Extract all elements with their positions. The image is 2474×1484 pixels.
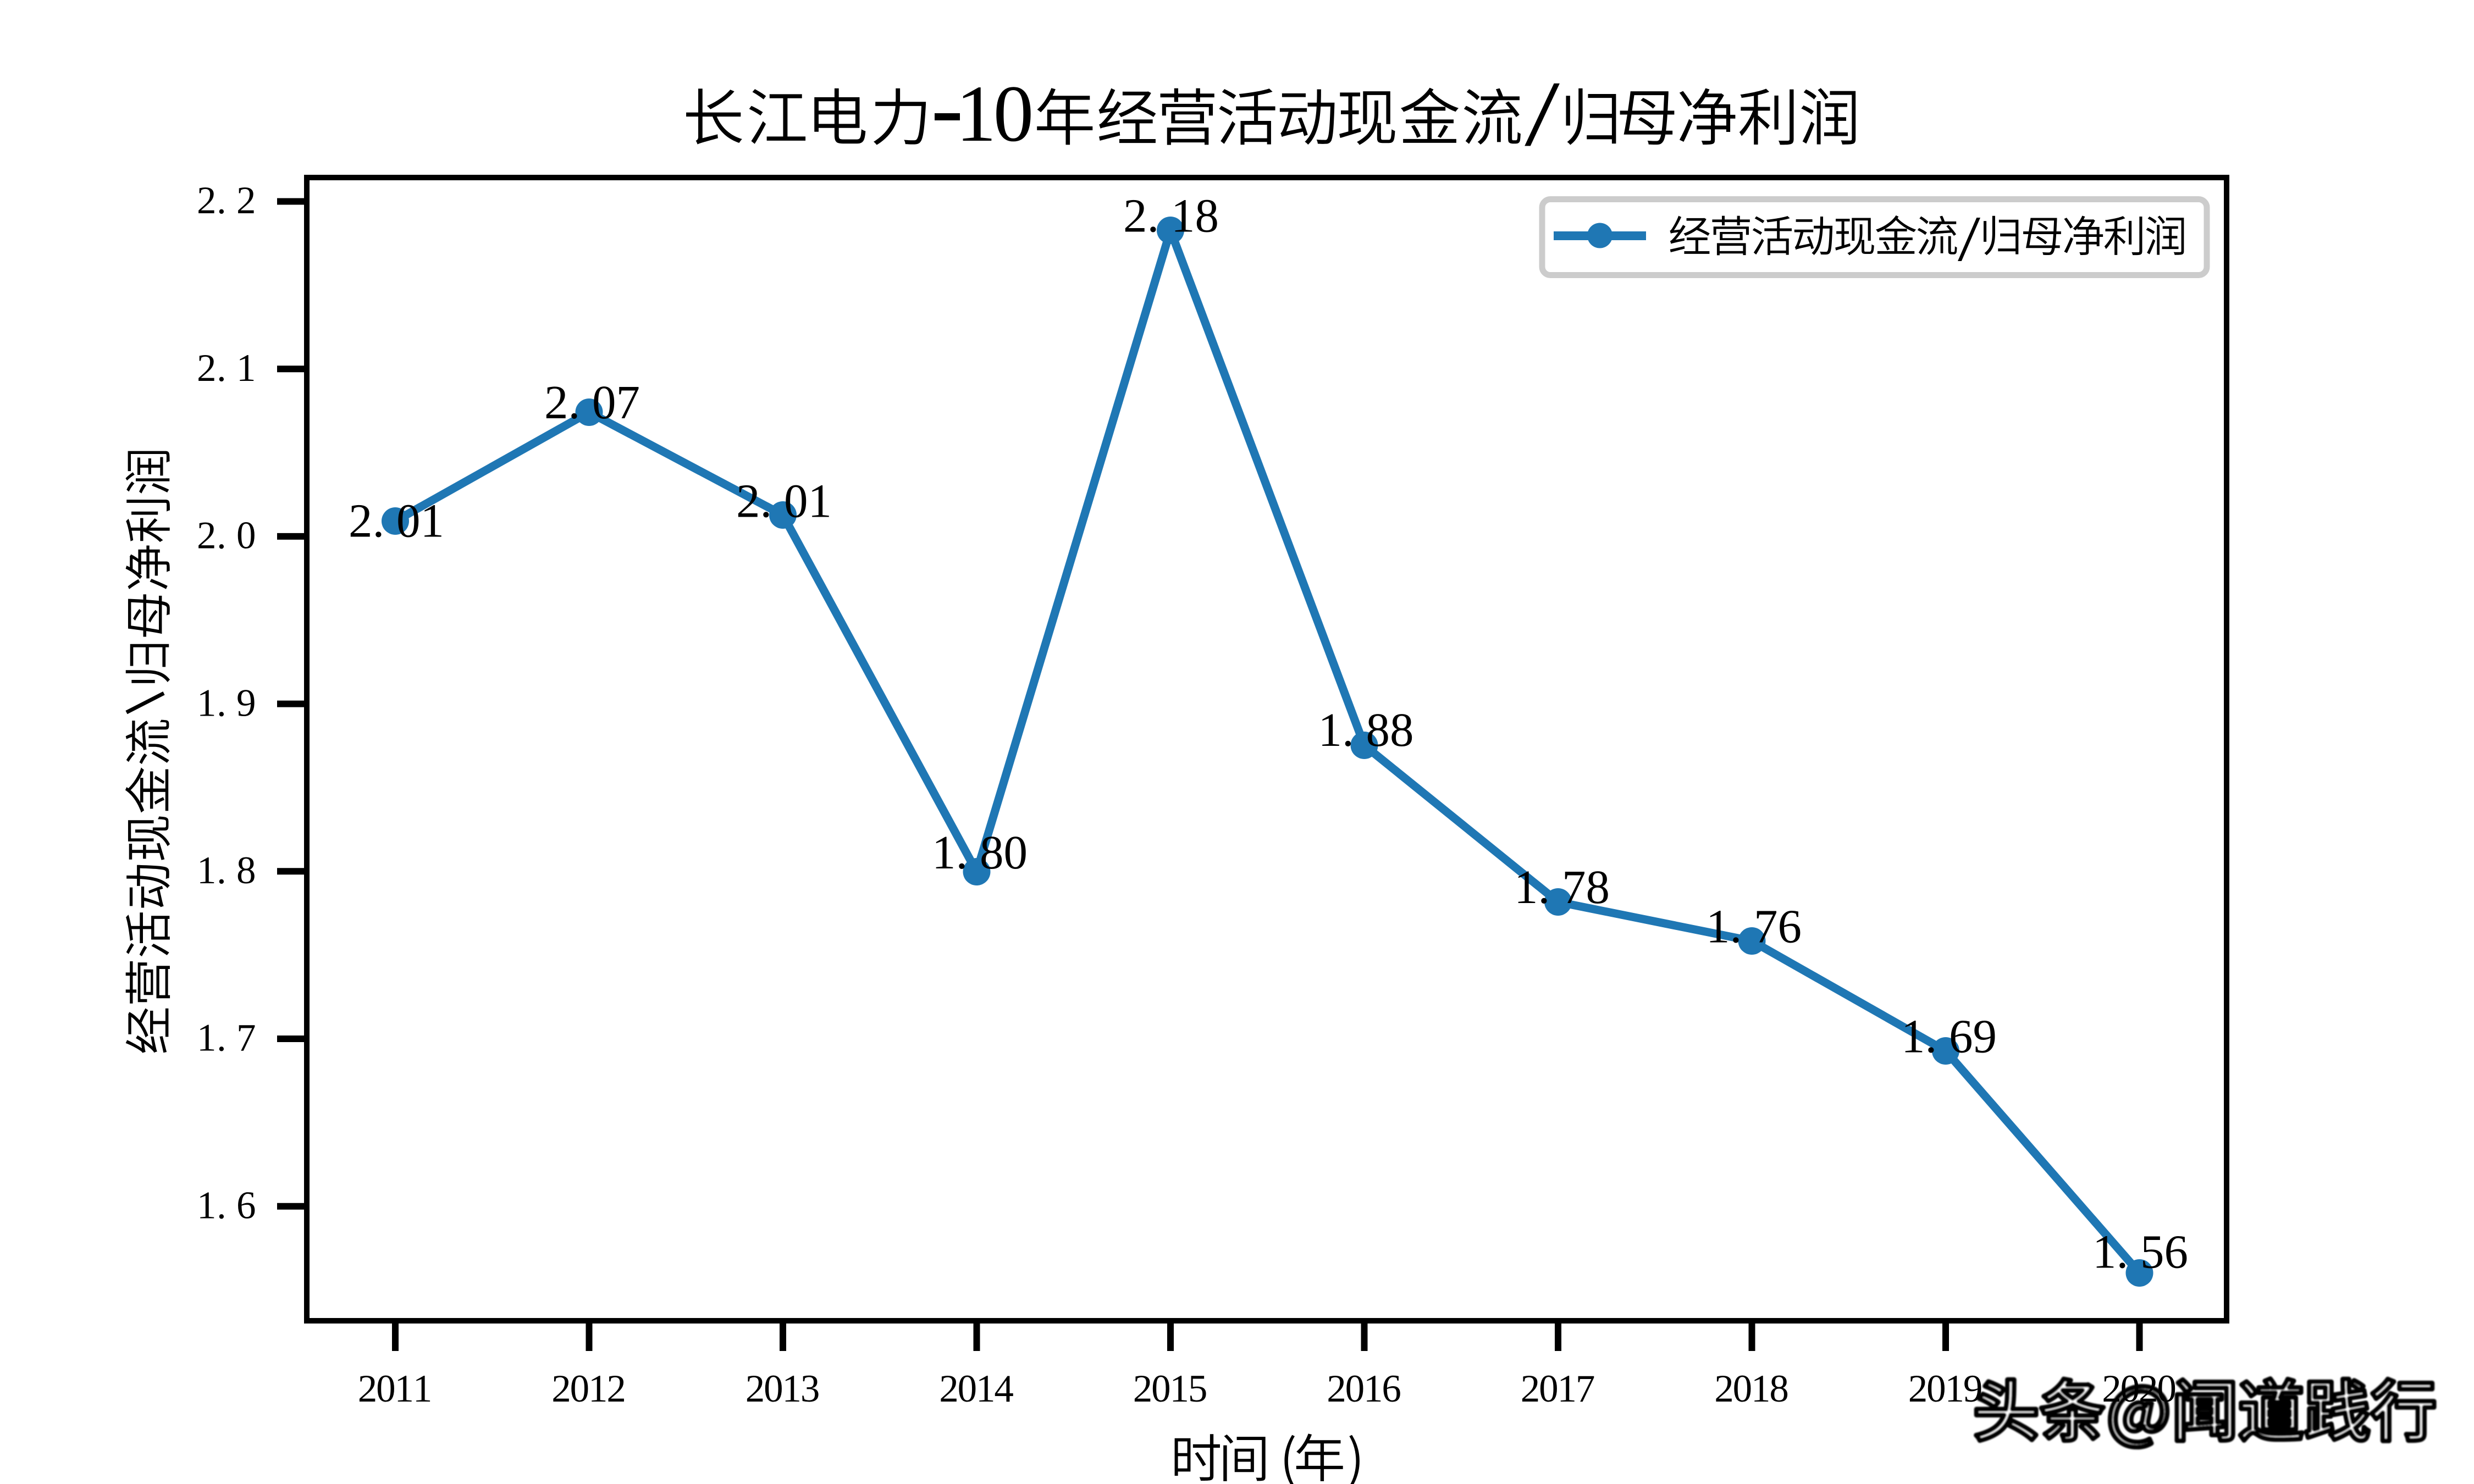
svg-text:2.01: 2.01 xyxy=(736,474,832,528)
svg-text:1.78: 1.78 xyxy=(1514,860,1610,913)
svg-text:2016: 2016 xyxy=(1327,1367,1401,1410)
svg-text:2.18: 2.18 xyxy=(1123,189,1219,242)
svg-text:2019: 2019 xyxy=(1908,1367,1983,1410)
svg-text:2.01: 2.01 xyxy=(349,494,444,547)
svg-text:1.76: 1.76 xyxy=(1706,899,1802,953)
svg-text:2.07: 2.07 xyxy=(544,375,640,429)
svg-text:2013: 2013 xyxy=(745,1367,820,1410)
svg-text:2012: 2012 xyxy=(551,1367,626,1410)
svg-text:1.56: 1.56 xyxy=(2092,1225,2188,1278)
svg-text:2018: 2018 xyxy=(1714,1367,1789,1410)
svg-text:2014: 2014 xyxy=(939,1367,1014,1410)
svg-text:0: 0 xyxy=(993,69,1034,158)
svg-text:2017: 2017 xyxy=(1521,1367,1595,1410)
svg-text:2011: 2011 xyxy=(358,1367,433,1410)
svg-text:1.88: 1.88 xyxy=(1318,703,1414,756)
svg-text:2020: 2020 xyxy=(2102,1367,2177,1410)
svg-text:2015: 2015 xyxy=(1133,1367,1208,1410)
svg-text:1.80: 1.80 xyxy=(932,826,1028,879)
svg-text:1: 1 xyxy=(956,69,997,158)
svg-text:1.69: 1.69 xyxy=(1901,1010,1997,1063)
